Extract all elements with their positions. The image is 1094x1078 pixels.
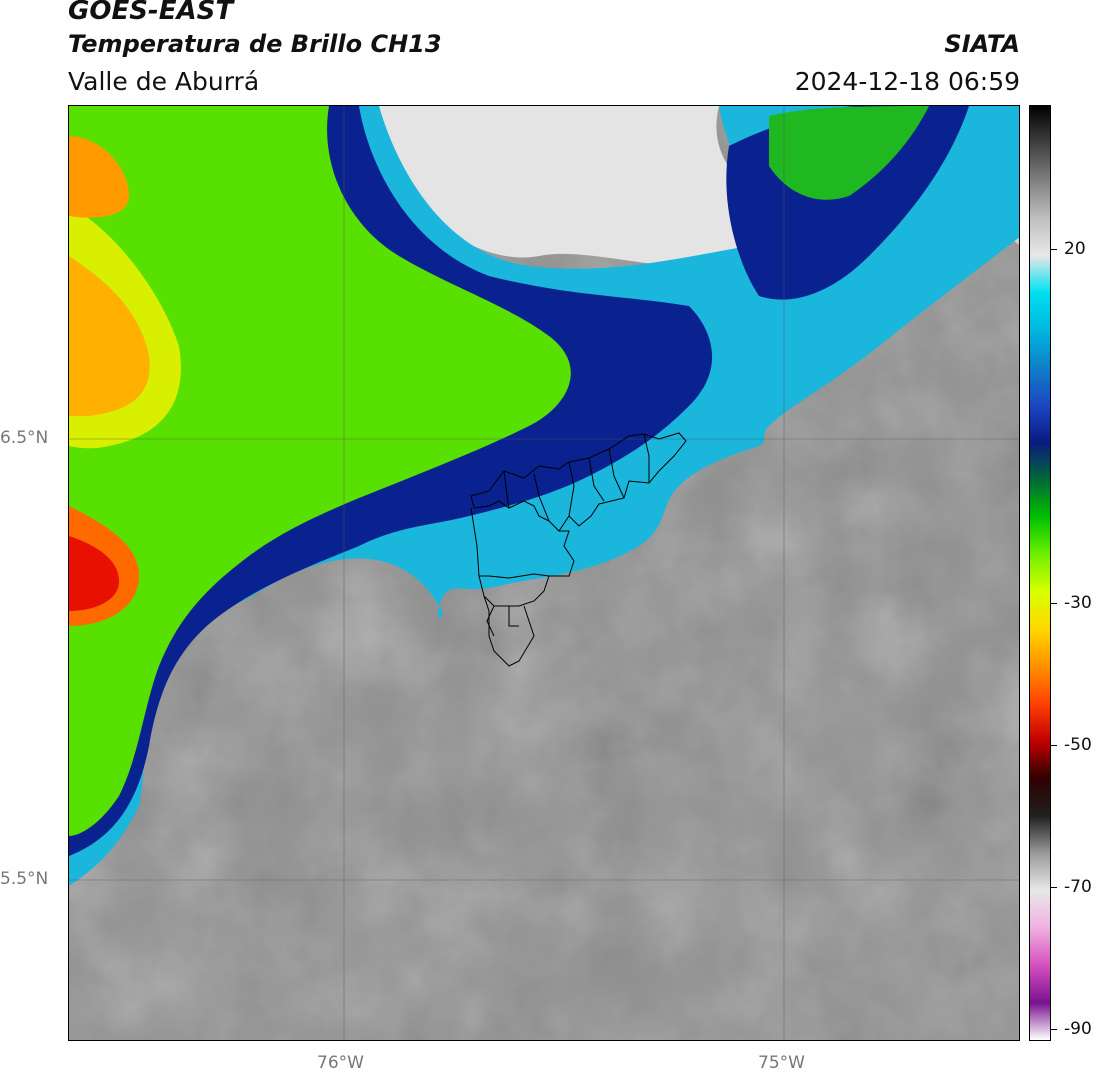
map-canvas [69, 106, 1019, 1040]
lon-label-76: 76°W [317, 1053, 364, 1073]
region-label: Valle de Aburrá [68, 67, 260, 96]
colorbar-tick-mark [1051, 887, 1057, 888]
colorbar-tick-mark [1051, 603, 1057, 604]
organization-label: SIATA [944, 30, 1020, 58]
colorbar-tick-mark [1051, 745, 1057, 746]
product-title: Temperatura de Brillo CH13 [68, 30, 442, 58]
satellite-title: GOES-EAST [68, 0, 234, 26]
cold-core-red [69, 536, 119, 611]
lat-label-5-5: 5.5°N [0, 869, 49, 889]
aburra-valley-boundaries [470, 432, 687, 667]
colorbar-tick-minus30: -30 [1064, 593, 1092, 613]
colorbar-tick-minus50: -50 [1064, 735, 1092, 755]
brightness-temperature-map[interactable] [68, 105, 1020, 1041]
lon-label-75: 75°W [758, 1053, 805, 1073]
timestamp-label: 2024-12-18 06:59 [794, 67, 1020, 96]
colorbar-tick-minus70: -70 [1064, 877, 1092, 897]
colorbar-tick-20: 20 [1064, 239, 1086, 259]
colorbar-tick-minus90: -90 [1064, 1019, 1092, 1039]
lat-label-6-5: 6.5°N [0, 428, 49, 448]
cloud-band-green [69, 106, 571, 836]
colorbar-tick-mark [1051, 1029, 1057, 1030]
colorbar-tick-mark [1051, 249, 1057, 250]
temperature-colorbar [1029, 105, 1051, 1041]
warm-cloud-top [379, 106, 777, 269]
